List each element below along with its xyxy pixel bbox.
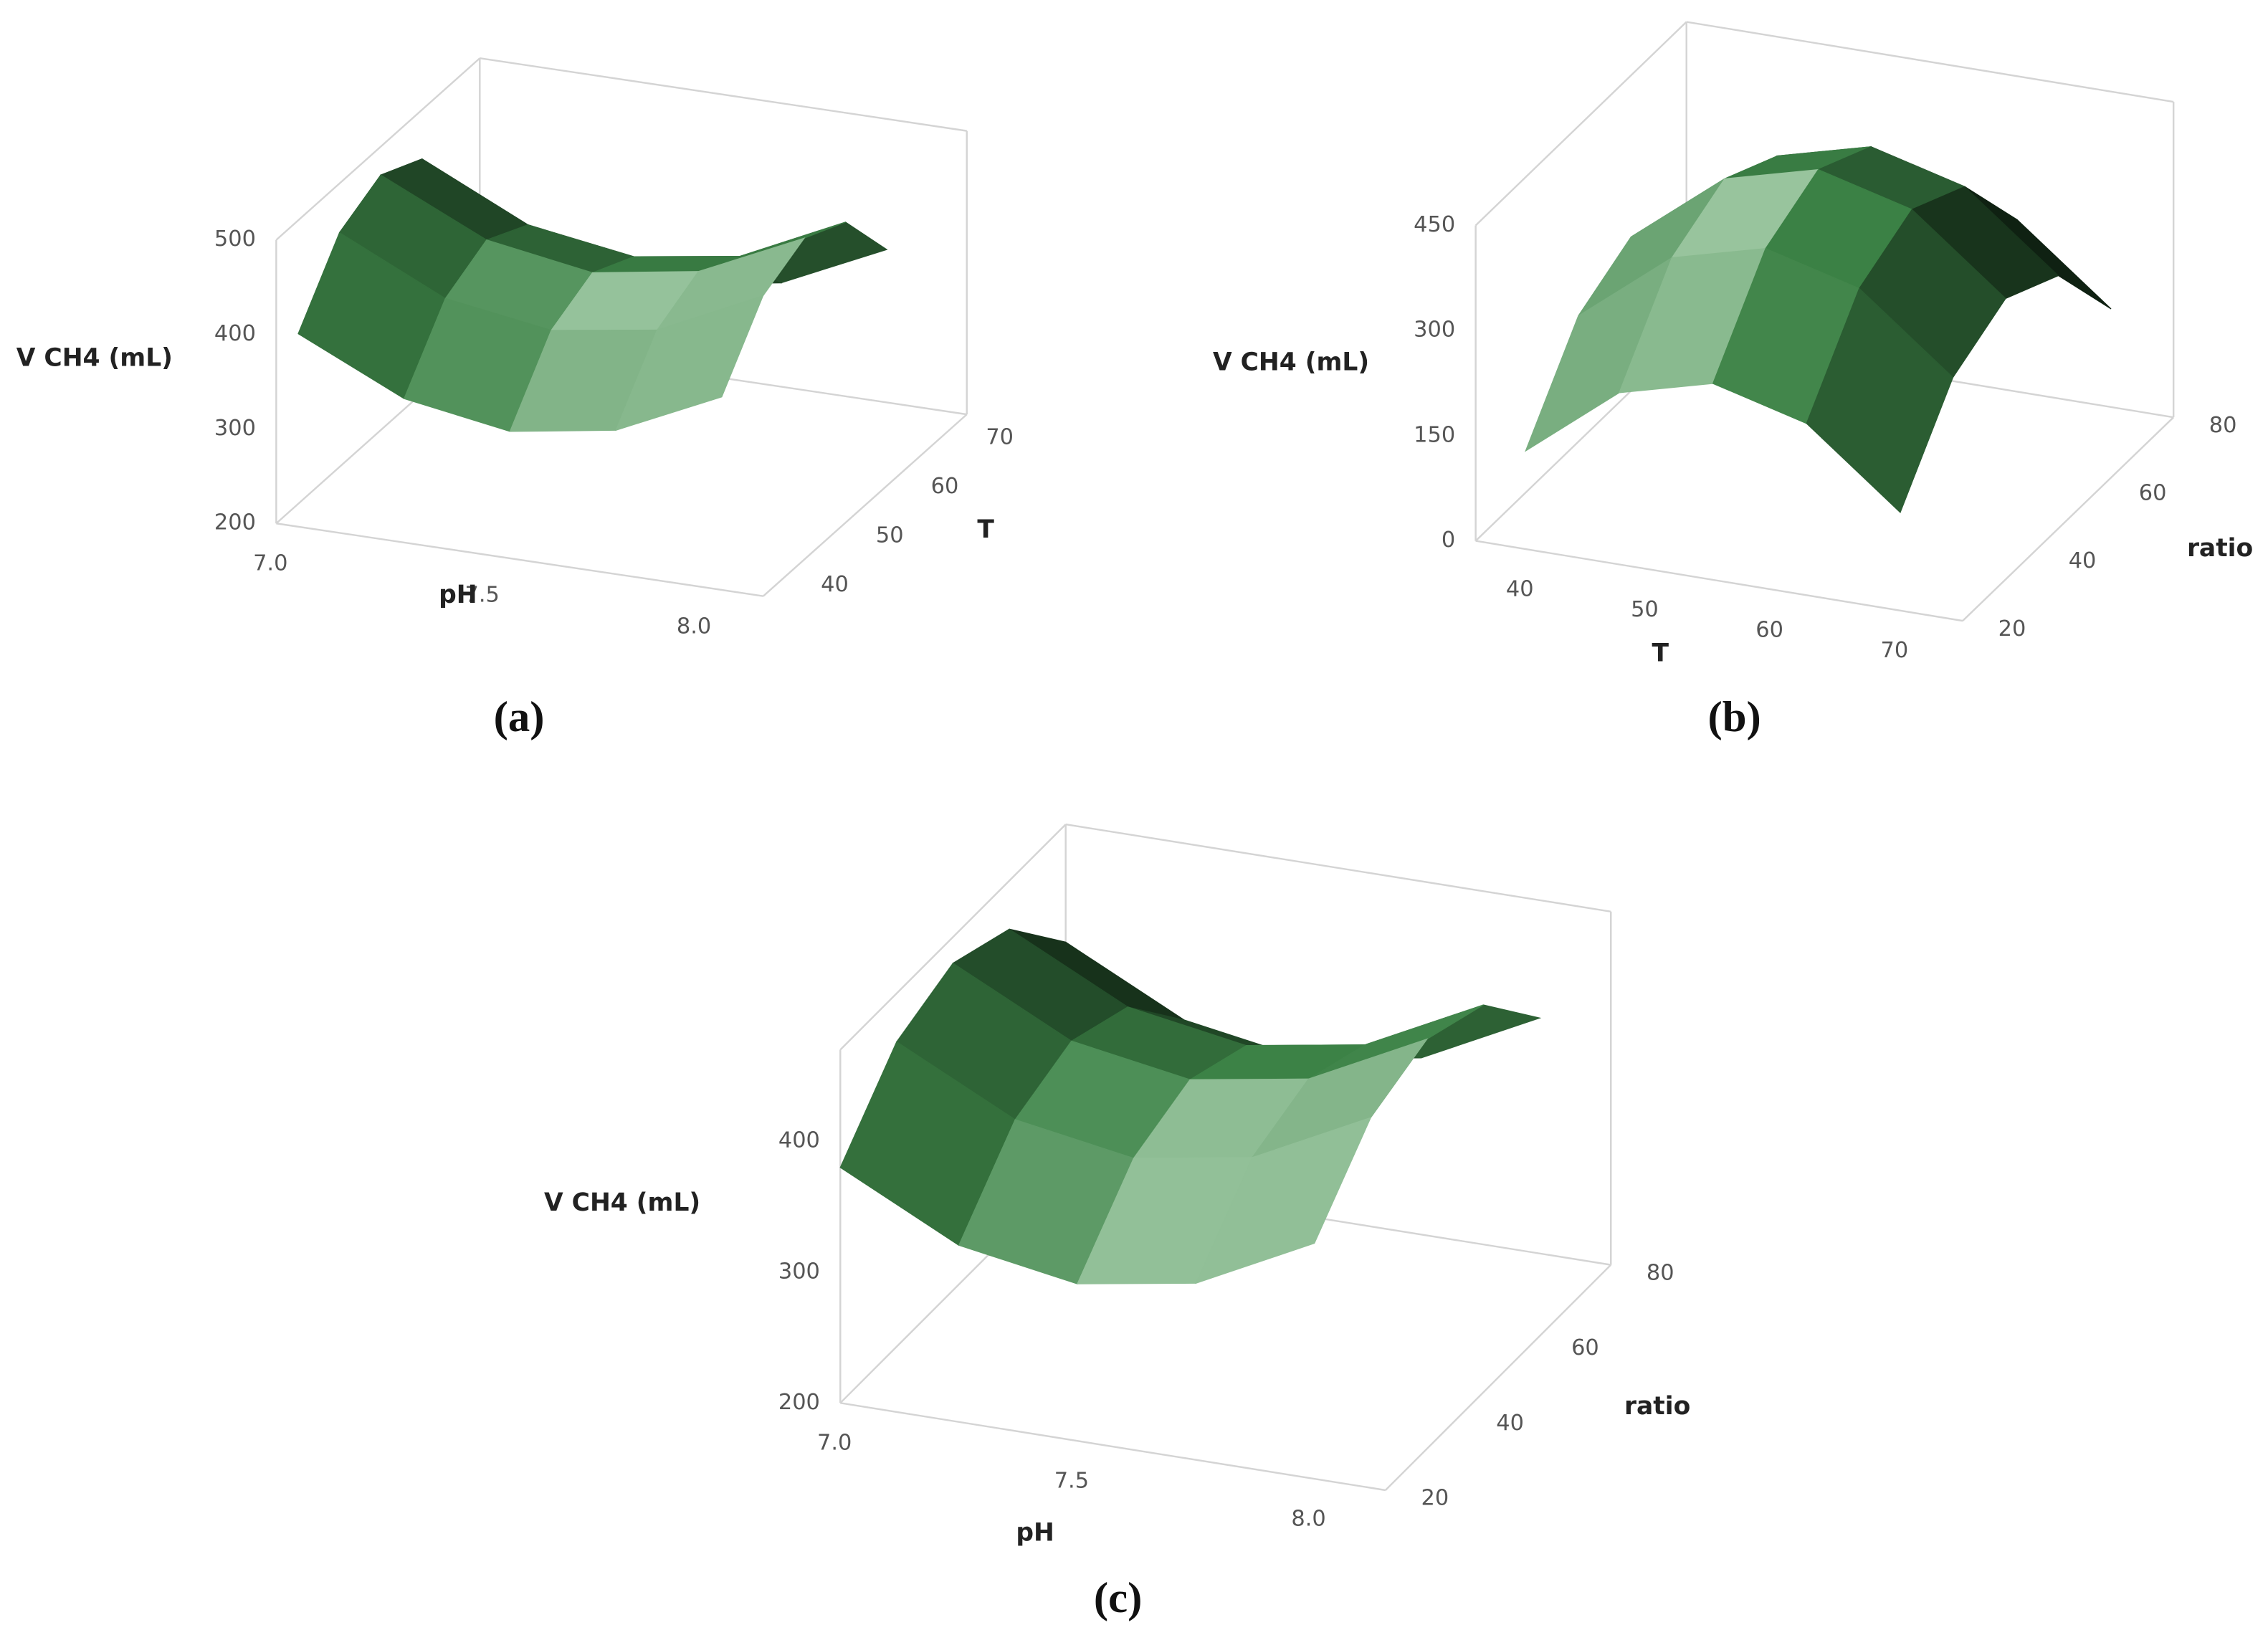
panel-caption: (c) xyxy=(1094,1574,1143,1622)
box-edge xyxy=(762,414,968,597)
x-tick-label: 8.0 xyxy=(1291,1506,1325,1531)
box-edge xyxy=(840,1402,1386,1492)
z-tick-label: 200 xyxy=(778,1390,820,1415)
z-axis-label: V CH4 (mL) xyxy=(1213,348,1369,377)
x-tick-label: 7.0 xyxy=(253,551,287,576)
y-tick-label: 80 xyxy=(1647,1260,1674,1285)
y-tick-label: 40 xyxy=(821,572,849,597)
box-edge xyxy=(275,57,481,241)
y-tick-label: 60 xyxy=(2139,481,2167,506)
z-axis-label: V CH4 (mL) xyxy=(16,344,173,373)
y-tick-label: 20 xyxy=(1998,616,2026,642)
y-tick-label: 40 xyxy=(1496,1411,1524,1436)
y-tick-label: 70 xyxy=(986,424,1014,449)
box-edge xyxy=(1065,823,1611,912)
x-tick-label: 60 xyxy=(1755,618,1783,643)
surface xyxy=(839,928,1542,1284)
surface-cell xyxy=(615,295,764,432)
z-tick-label: 300 xyxy=(214,416,256,441)
y-tick-label: 80 xyxy=(2209,413,2237,438)
y-tick-label: 60 xyxy=(931,474,959,499)
x-tick-label: 8.0 xyxy=(677,614,711,639)
box-edge xyxy=(1475,540,1963,622)
z-tick-label: 150 xyxy=(1414,422,1455,447)
y-axis-label: ratio xyxy=(2187,534,2253,563)
x-axis-label: T xyxy=(1652,639,1669,667)
box-edge xyxy=(480,57,967,132)
z-tick-label: 200 xyxy=(214,510,256,535)
z-tick-label: 400 xyxy=(778,1128,820,1153)
surface xyxy=(297,158,888,432)
z-tick-label: 450 xyxy=(1414,212,1455,237)
box-edge xyxy=(1962,416,2175,622)
z-axis-label: V CH4 (mL) xyxy=(544,1188,700,1217)
surface-cell xyxy=(1806,287,1954,513)
z-tick-label: 500 xyxy=(214,227,256,252)
y-tick-label: 40 xyxy=(2069,548,2097,573)
z-tick-label: 0 xyxy=(1442,528,1455,553)
x-tick-label: 7.5 xyxy=(1054,1469,1089,1494)
surface-cell xyxy=(1195,1117,1372,1284)
x-tick-label: 7.0 xyxy=(817,1431,852,1456)
surface xyxy=(1525,146,2112,513)
x-tick-label: 7.5 xyxy=(464,583,499,608)
box-edge xyxy=(1385,1264,1612,1491)
z-tick-label: 400 xyxy=(214,321,256,346)
panel-caption: (b) xyxy=(1707,693,1760,741)
x-tick-label: 40 xyxy=(1506,576,1534,601)
x-axis-label: pH xyxy=(439,581,477,609)
x-axis-label: pH xyxy=(1016,1518,1054,1547)
y-axis-label: T xyxy=(977,515,994,544)
box-edge xyxy=(1686,21,2174,103)
box-edge xyxy=(276,523,763,597)
panel-caption: (a) xyxy=(494,693,545,741)
y-tick-label: 60 xyxy=(1571,1335,1599,1360)
x-tick-label: 50 xyxy=(1631,597,1659,622)
y-axis-label: ratio xyxy=(1624,1392,1690,1421)
y-tick-label: 20 xyxy=(1421,1486,1449,1511)
y-tick-label: 50 xyxy=(876,523,904,548)
box-edge xyxy=(1474,21,1687,227)
x-tick-label: 70 xyxy=(1881,638,1909,663)
z-tick-label: 300 xyxy=(778,1259,820,1284)
z-tick-label: 300 xyxy=(1414,318,1455,343)
box-edge xyxy=(839,824,1067,1051)
